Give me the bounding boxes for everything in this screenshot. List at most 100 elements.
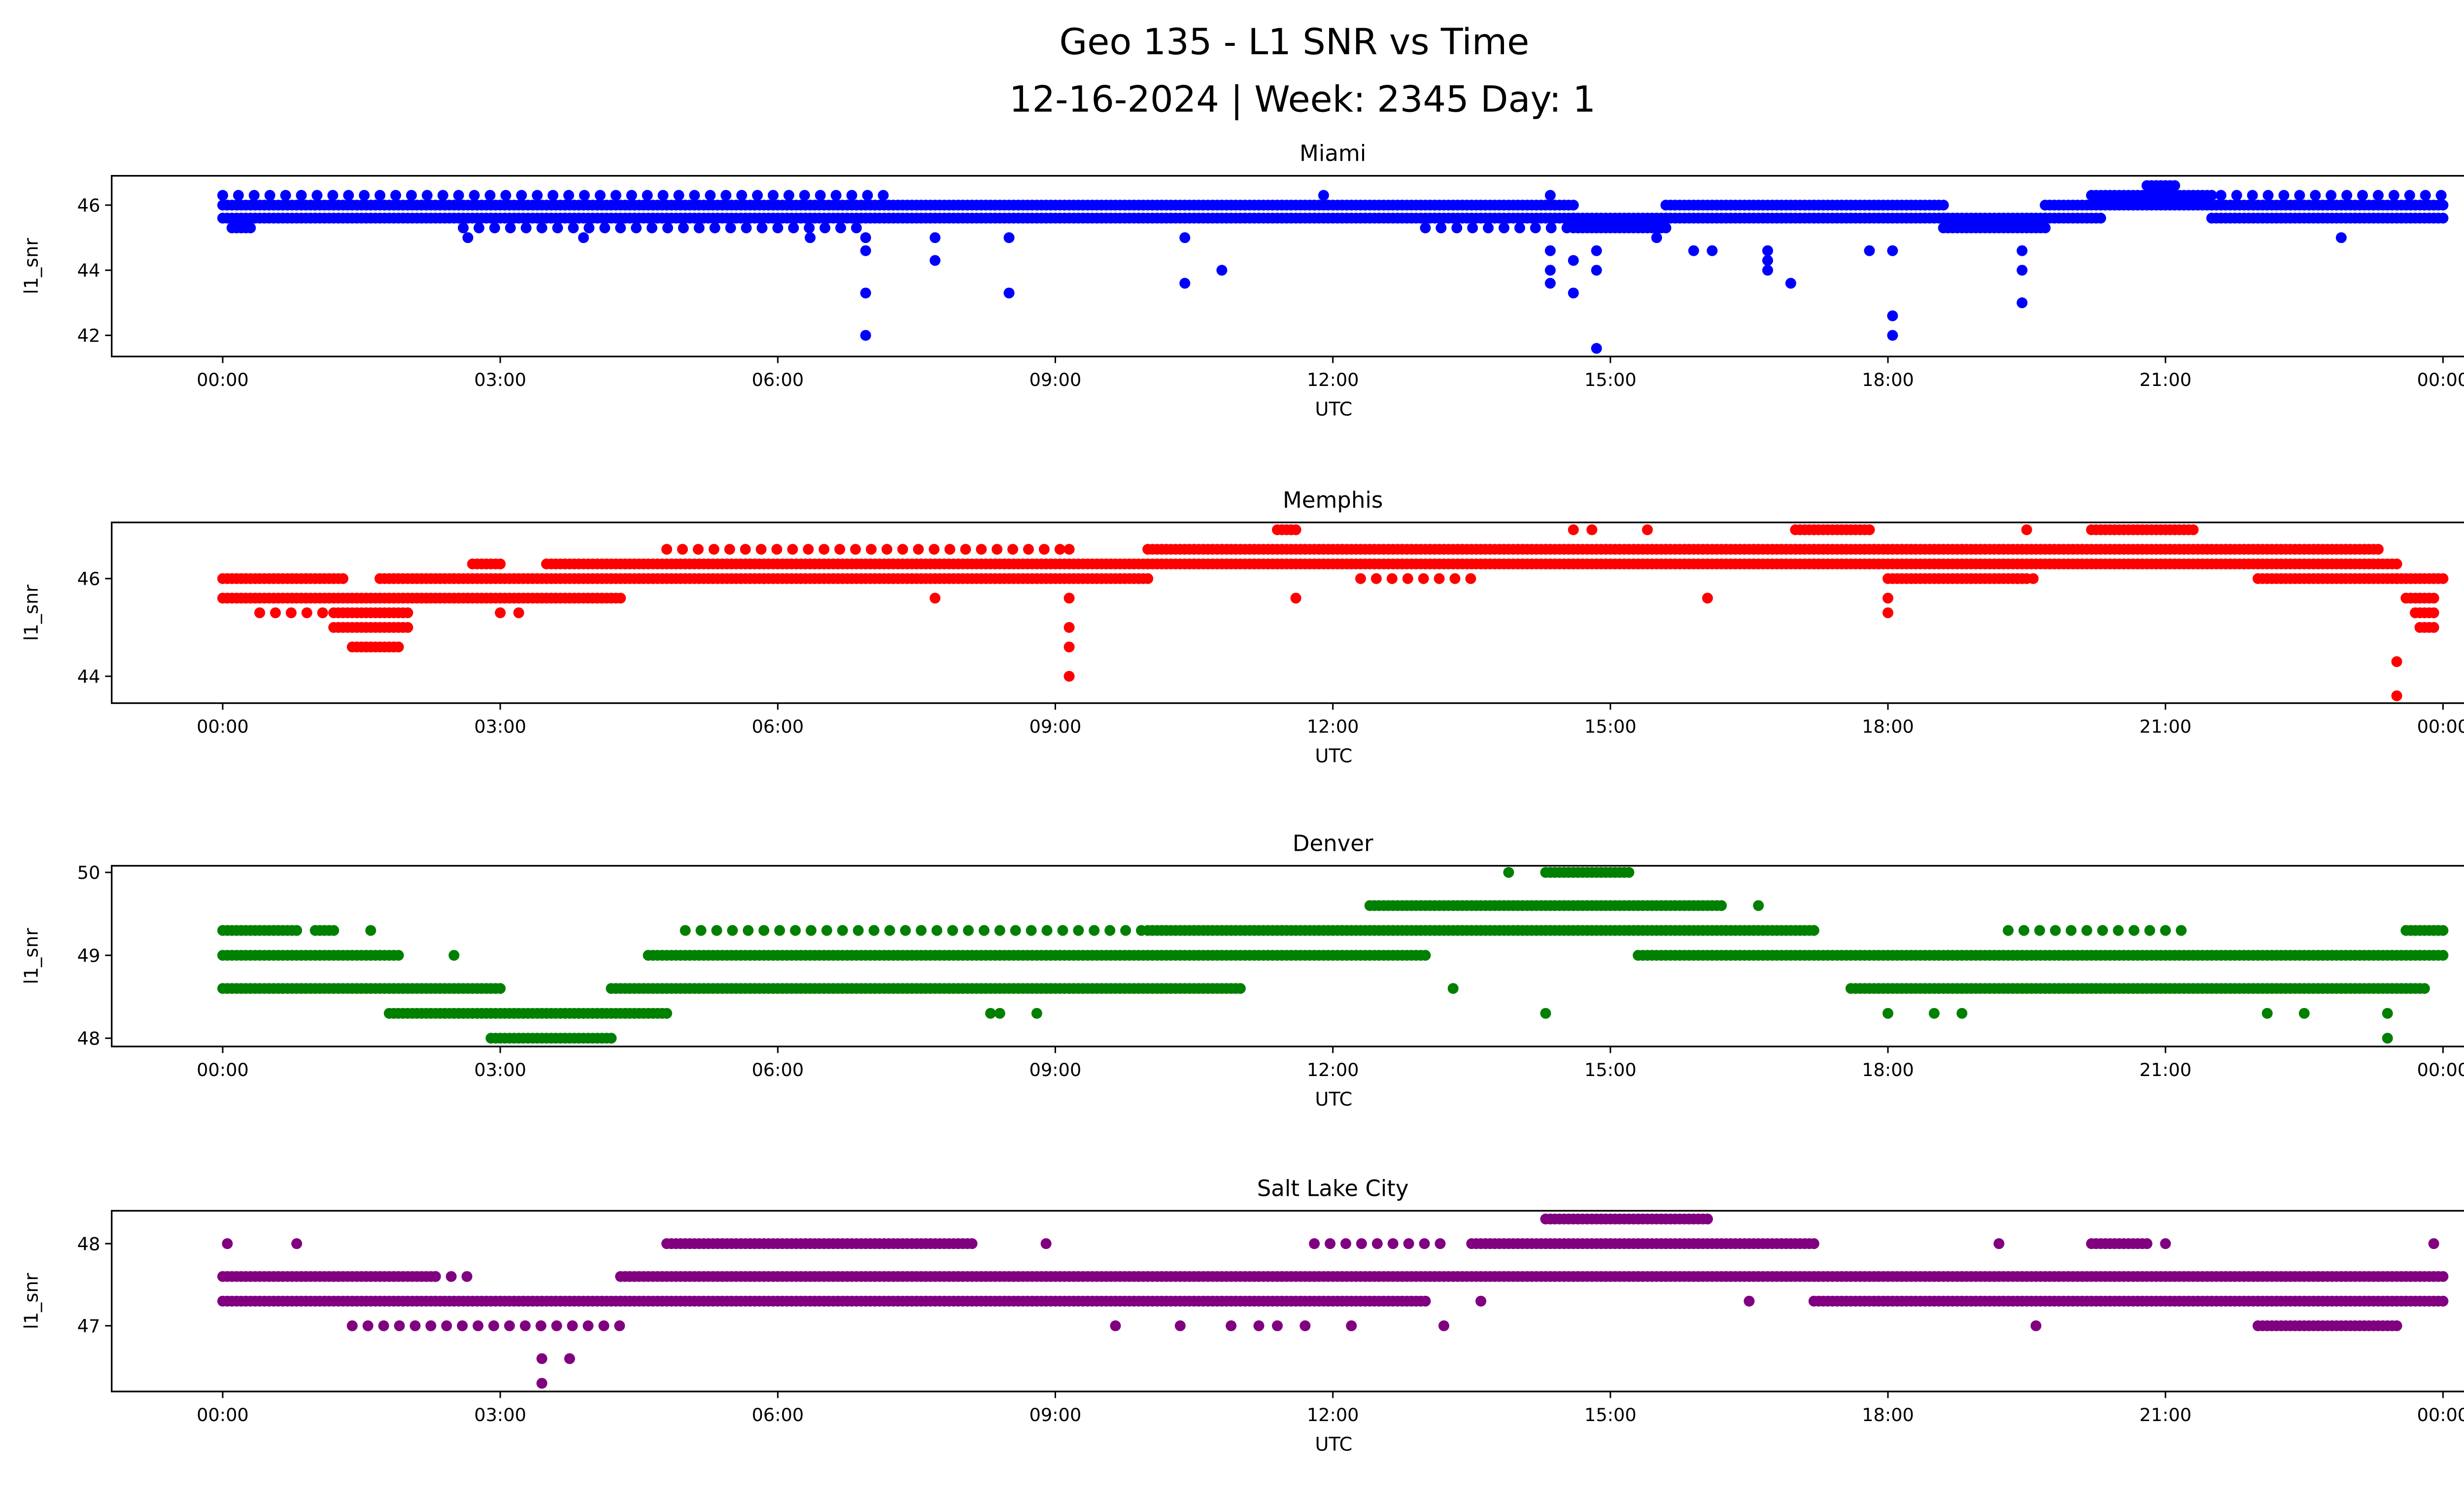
data-point [994,1008,1005,1019]
data-point [484,190,496,201]
data-point [2017,245,2028,256]
data-point [1544,278,1556,289]
data-point [535,1320,547,1331]
data-point [2017,265,2028,276]
data-point [1591,343,1602,354]
data-point [337,573,348,584]
data-point [2065,925,2077,936]
figure-title-line2: 12-16-2024 | Week: 2345 Day: 1 [1009,79,1596,121]
data-point [2247,190,2258,201]
data-point [860,287,871,299]
data-point [755,544,767,555]
x-tick-label: 18:00 [1862,1404,1914,1425]
data-point [878,190,889,201]
data-point [1928,1008,1940,1019]
x-tick-label: 15:00 [1584,369,1637,390]
data-point [740,544,751,555]
data-point [594,190,606,201]
data-point [1887,310,1898,321]
data-point [2357,190,2368,201]
data-point [868,925,880,936]
data-point [1038,544,1050,555]
data-point [2437,573,2449,584]
data-point [1702,592,1713,604]
data-point [1089,925,1100,936]
data-point [233,190,244,201]
data-point [916,925,927,936]
data-point [705,190,716,201]
data-point [1120,925,1131,936]
data-point [897,544,908,555]
data-point [469,190,480,201]
data-point [437,190,448,201]
x-tick-label: 00:00 [2417,716,2464,737]
data-point [394,1320,405,1331]
data-point [551,1320,562,1331]
data-point [606,1033,617,1044]
x-tick-label: 18:00 [1862,716,1914,737]
x-tick-label: 00:00 [2417,1404,2464,1425]
data-point [615,592,626,604]
data-point [461,1271,473,1282]
data-point [402,607,413,619]
data-point [2391,656,2402,667]
data-point [2113,925,2124,936]
data-point [834,544,846,555]
x-tick-label: 03:00 [474,1404,526,1425]
data-point [711,925,722,936]
data-point [1142,573,1154,584]
data-point [536,222,548,234]
data-point [2160,1238,2171,1250]
data-point [2262,190,2274,201]
data-point [1370,573,1382,584]
data-point [1063,671,1075,682]
data-point [1026,925,1037,936]
data-point [1226,1320,1237,1331]
x-tick-label: 12:00 [1307,1059,1359,1080]
data-point [2027,573,2039,584]
data-point [2040,222,2051,234]
data-point [631,222,642,234]
data-point [865,544,877,555]
x-tick-label: 06:00 [752,716,804,737]
data-point [421,190,433,201]
data-point [1544,190,1556,201]
x-tick-label: 12:00 [1307,369,1359,390]
x-tick-label: 18:00 [1862,369,1914,390]
data-point [1938,200,1949,211]
data-point [2097,925,2108,936]
data-point [1234,983,1246,994]
data-point [457,1320,468,1331]
data-point [248,190,260,201]
data-point [582,1320,594,1331]
data-point [2391,690,2402,701]
data-point [884,925,895,936]
data-point [2294,190,2305,201]
data-point [1544,265,1556,276]
data-point [264,190,275,201]
data-point [301,607,312,619]
data-point [567,1320,578,1331]
data-point [978,925,990,936]
data-point [552,222,563,234]
data-point [1591,265,1602,276]
data-point [2128,925,2140,936]
data-point [657,190,669,201]
x-tick-label: 21:00 [2139,1059,2191,1080]
data-point [285,607,297,619]
data-point [758,573,770,584]
data-point [488,1320,499,1331]
data-point [2420,190,2431,201]
data-point [536,1353,548,1364]
data-point [1023,544,1034,555]
data-point [1568,255,1579,266]
data-point [1435,1238,1446,1250]
data-point [1651,232,1662,243]
data-point [860,245,871,256]
data-point [495,558,506,570]
x-tick-label: 12:00 [1307,716,1359,737]
data-point [693,222,705,234]
data-point [1420,950,1431,961]
data-point [803,544,814,555]
